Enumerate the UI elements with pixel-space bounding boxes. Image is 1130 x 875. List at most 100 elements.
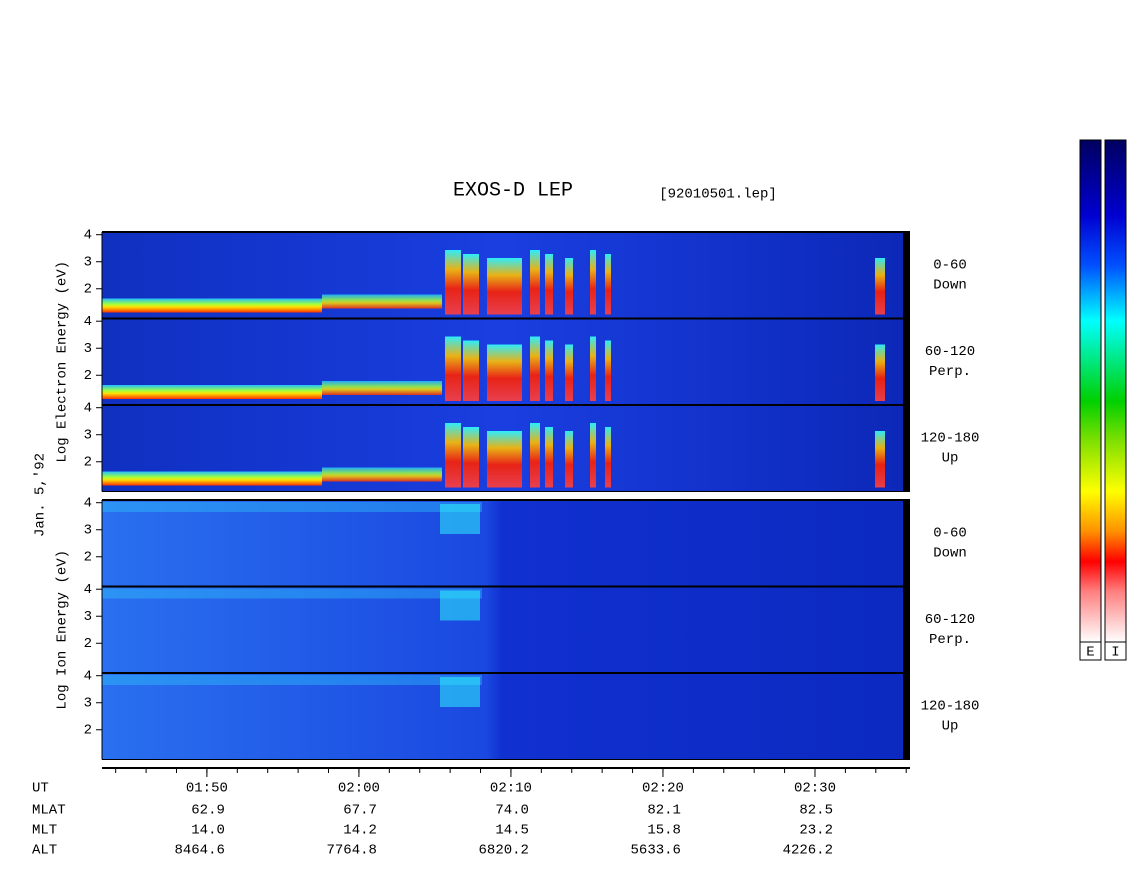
y-tick-label: 2 — [84, 368, 92, 384]
spectrogram-panel — [102, 673, 903, 760]
burst — [487, 258, 522, 315]
row-value: 74.0 — [495, 803, 529, 819]
y-tick-label: 4 — [84, 314, 92, 330]
low-energy-band — [102, 471, 322, 486]
burst — [605, 340, 611, 401]
burst — [463, 427, 479, 488]
row-value: 8464.6 — [174, 843, 224, 859]
row-label: MLT — [32, 823, 57, 839]
burst — [445, 423, 461, 488]
row-label: ALT — [32, 843, 57, 859]
colorbar-label: E — [1086, 645, 1094, 661]
ion-spot — [440, 504, 480, 534]
panel-edge — [903, 318, 910, 405]
panel-label: 60-120 — [925, 344, 975, 360]
row-value: 15.8 — [647, 823, 681, 839]
burst — [445, 336, 461, 401]
y-tick-label: 3 — [84, 427, 92, 443]
y-tick-label: 4 — [84, 582, 92, 598]
panel-sublabel: Down — [933, 278, 967, 294]
burst — [875, 344, 885, 401]
ion-spot — [440, 677, 480, 707]
colorbar-label: I — [1111, 645, 1119, 661]
y-tick-label: 3 — [84, 609, 92, 625]
y-axis-label: Log Ion Energy (eV) — [55, 550, 71, 710]
y-tick-label: 4 — [84, 227, 92, 243]
x-tick-label: 02:20 — [642, 781, 684, 797]
panel-sublabel: Perp. — [929, 632, 971, 648]
row-value: 6820.2 — [479, 843, 529, 859]
burst — [605, 427, 611, 488]
panel-label: 60-120 — [925, 612, 975, 628]
row-value: 23.2 — [799, 823, 833, 839]
ion-spot — [440, 590, 480, 621]
burst — [530, 336, 540, 401]
y-tick-label: 2 — [84, 454, 92, 470]
y-tick-label: 3 — [84, 341, 92, 357]
colorbar-label-box — [1079, 641, 1102, 661]
burst — [463, 254, 479, 315]
panel-edge — [903, 232, 910, 319]
burst — [463, 340, 479, 401]
y-tick-label: 2 — [84, 281, 92, 297]
y-tick-label: 4 — [84, 668, 92, 684]
date-label: Jan. 5,'92 — [33, 453, 49, 537]
spectrogram-panel — [102, 500, 903, 587]
y-tick-label: 2 — [84, 549, 92, 565]
low-energy-band — [102, 385, 322, 399]
panel-sublabel: Down — [933, 546, 967, 562]
burst — [565, 258, 573, 315]
panel-label: 0-60 — [933, 526, 967, 542]
panel-sublabel: Perp. — [929, 364, 971, 380]
burst — [530, 423, 540, 488]
panel-label: 120-180 — [921, 431, 980, 447]
x-tick-label: 02:10 — [490, 781, 532, 797]
burst — [875, 258, 885, 315]
row-label: UT — [32, 781, 49, 797]
row-value: 67.7 — [343, 803, 377, 819]
title: EXOS-D LEP — [453, 179, 573, 202]
burst — [565, 344, 573, 401]
burst — [590, 250, 596, 315]
colorbar — [1079, 139, 1102, 643]
x-tick-label: 02:30 — [794, 781, 836, 797]
y-tick-label: 4 — [84, 495, 92, 511]
low-energy-band — [322, 294, 442, 309]
panel-edge — [903, 586, 910, 673]
x-tick-label: 01:50 — [186, 781, 228, 797]
row-value: 14.2 — [343, 823, 377, 839]
panel-sublabel: Up — [942, 719, 959, 735]
y-tick-label: 2 — [84, 722, 92, 738]
burst — [605, 254, 611, 315]
low-energy-band — [102, 298, 322, 313]
ion-band — [102, 588, 482, 599]
panel-edge — [903, 500, 910, 587]
burst — [487, 431, 522, 488]
y-tick-label: 2 — [84, 636, 92, 652]
burst — [590, 423, 596, 488]
burst — [565, 431, 573, 488]
row-value: 4226.2 — [783, 843, 833, 859]
low-energy-band — [322, 381, 442, 395]
y-axis-label: Log Electron Energy (eV) — [55, 261, 71, 463]
row-label: MLAT — [32, 803, 66, 819]
y-tick-label: 3 — [84, 695, 92, 711]
row-value: 5633.6 — [631, 843, 681, 859]
y-tick-label: 4 — [84, 400, 92, 416]
panel-label: 0-60 — [933, 258, 967, 274]
panel-edge — [903, 673, 910, 760]
row-value: 62.9 — [191, 803, 225, 819]
burst — [487, 344, 522, 401]
row-value: 82.5 — [799, 803, 833, 819]
burst — [545, 254, 553, 315]
ion-band — [102, 675, 482, 685]
low-energy-band — [322, 467, 442, 482]
row-value: 7764.8 — [326, 843, 376, 859]
x-tick-label: 02:00 — [338, 781, 380, 797]
burst — [545, 340, 553, 401]
panel-label: 120-180 — [921, 699, 980, 715]
colorbar-label-box — [1104, 641, 1127, 661]
ion-band — [102, 502, 482, 512]
burst — [590, 336, 596, 401]
